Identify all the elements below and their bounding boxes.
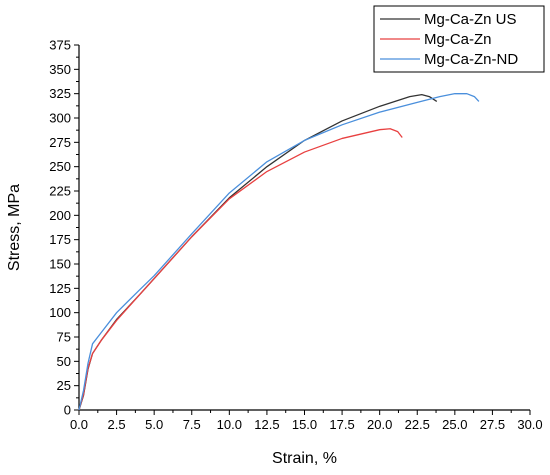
x-tick-label: 22.5	[405, 417, 430, 432]
series-line-2	[78, 128, 403, 411]
y-tick-label: 175	[49, 232, 71, 247]
series-lines	[78, 93, 480, 411]
series-line-1	[78, 93, 438, 411]
legend: Mg-Ca-Zn US Mg-Ca-Zn Mg-Ca-Zn-ND	[373, 5, 545, 73]
x-axis-title: Strain, %	[272, 450, 337, 467]
y-tick-label: 225	[49, 184, 71, 199]
y-tick-label: 150	[49, 257, 71, 272]
x-tick-label: 25.0	[442, 417, 467, 432]
x-tick-label: 12.5	[254, 417, 279, 432]
y-axis-title: Stress, MPa	[6, 184, 23, 271]
y-tick-label: 275	[49, 135, 71, 150]
series-line-3	[78, 93, 480, 411]
y-tick-label: 375	[49, 38, 71, 53]
x-tick-label: 2.5	[108, 417, 126, 432]
y-tick-label: 300	[49, 111, 71, 126]
axes: 0.0 2.5 5.0 7.5 10.0 12.5 15.0 17.5 20.0 22.5 25.0…	[6, 38, 543, 468]
x-tick-label: 27.5	[480, 417, 505, 432]
y-tick-label: 200	[49, 208, 71, 223]
x-tick-label: 0.0	[70, 417, 88, 432]
y-tick-label: 0	[64, 403, 71, 418]
x-tick-label: 10.0	[217, 417, 242, 432]
x-tick-label: 30.0	[517, 417, 542, 432]
x-tick-label: 17.5	[329, 417, 354, 432]
legend-label-2: Mg-Ca-Zn	[424, 31, 492, 48]
x-tick-label: 20.0	[367, 417, 392, 432]
y-tick-label: 75	[57, 330, 71, 345]
y-tick-label: 25	[57, 378, 71, 393]
x-tick-label: 5.0	[145, 417, 163, 432]
legend-label-3: Mg-Ca-Zn-ND	[424, 51, 518, 68]
y-tick-label: 325	[49, 86, 71, 101]
y-tick-label: 250	[49, 159, 71, 174]
x-tick-label: 15.0	[292, 417, 317, 432]
y-tick-label: 100	[49, 305, 71, 320]
y-tick-label: 50	[57, 354, 71, 369]
legend-label-1: Mg-Ca-Zn US	[424, 11, 517, 28]
y-tick-label: 125	[49, 281, 71, 296]
x-tick-label: 7.5	[183, 417, 201, 432]
y-tick-label: 350	[49, 62, 71, 77]
